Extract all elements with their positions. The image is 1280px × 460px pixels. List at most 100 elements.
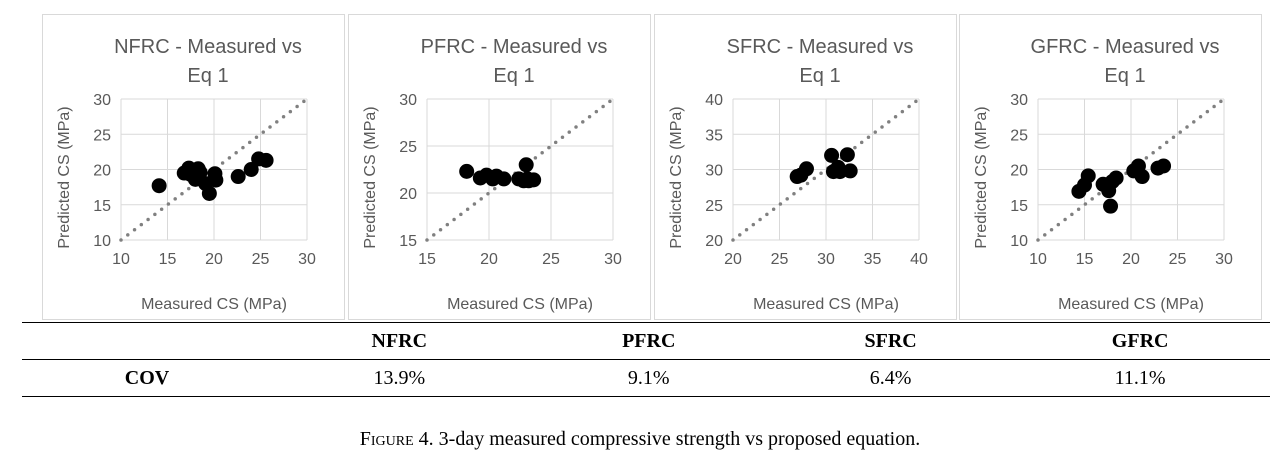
cov-value-sfrc: 6.4% — [770, 359, 1011, 397]
y-tick-label: 30 — [705, 163, 723, 180]
chart-title-line: Eq 1 — [1104, 65, 1145, 87]
chart-panel-sfrc: SFRC - Measured vs Eq 1 20 25 30 35 40 20 25 30 35… — [654, 14, 957, 320]
data-point — [1080, 168, 1096, 184]
data-point — [230, 169, 246, 185]
x-tick-label: 25 — [542, 251, 560, 268]
x-tick-label: 35 — [864, 251, 882, 268]
chart-title-line: Eq 1 — [187, 65, 228, 87]
cov-header-sfrc: SFRC — [770, 322, 1011, 360]
y-tick-label: 15 — [399, 233, 417, 250]
x-tick-label: 30 — [1215, 251, 1233, 268]
data-point — [1156, 158, 1172, 174]
x-tick-label: 40 — [910, 251, 928, 268]
cov-header-pfrc: PFRC — [526, 322, 771, 360]
y-tick-label: 20 — [93, 163, 111, 180]
x-axis-label: Measured CS (MPa) — [1058, 296, 1204, 313]
data-point — [496, 171, 512, 187]
x-tick-label: 25 — [1169, 251, 1187, 268]
y-tick-label: 25 — [399, 139, 417, 156]
y-tick-label: 25 — [1010, 127, 1028, 144]
y-axis-label: Predicted CS (MPa) — [362, 106, 379, 248]
y-tick-label: 10 — [93, 233, 111, 250]
chart-panel-pfrc: PFRC - Measured vs Eq 1 15 20 25 30 15 20 25 30 Me… — [348, 14, 651, 320]
data-point — [208, 172, 224, 188]
data-point — [798, 161, 814, 177]
data-point — [1134, 169, 1150, 185]
y-tick-label: 30 — [399, 92, 417, 109]
cov-value-gfrc: 11.1% — [1010, 359, 1270, 397]
cov-table-header-row: NFRC PFRC SFRC GFRC — [22, 322, 1270, 360]
chart-svg-sfrc: SFRC - Measured vs Eq 1 20 25 30 35 40 20 25 30 35… — [668, 36, 928, 313]
cov-table: NFRC PFRC SFRC GFRC COV 13.9% 9.1% 6.4% … — [22, 322, 1270, 397]
x-tick-label: 25 — [771, 251, 789, 268]
data-point — [201, 185, 217, 201]
y-tick-label: 25 — [705, 198, 723, 215]
chart-title-line: PFRC - Measured vs — [421, 36, 608, 58]
data-point — [839, 147, 855, 163]
x-tick-label: 15 — [159, 251, 177, 268]
data-point — [824, 147, 840, 163]
data-point — [518, 157, 534, 173]
figure-caption: Figure 4. 3-day measured compressive str… — [0, 428, 1280, 451]
chart-panel-nfrc: NFRC - Measured vs Eq 1 10 15 20 25 30 10 15 20 25… — [42, 14, 345, 320]
x-tick-label: 20 — [1122, 251, 1140, 268]
cov-table-corner — [22, 322, 272, 360]
y-tick-label: 30 — [93, 92, 111, 109]
x-tick-label: 25 — [252, 251, 270, 268]
y-axis-label: Predicted CS (MPa) — [973, 106, 990, 248]
y-tick-label: 20 — [399, 186, 417, 203]
x-tick-label: 30 — [298, 251, 316, 268]
x-tick-label: 10 — [112, 251, 130, 268]
x-tick-label: 30 — [817, 251, 835, 268]
x-tick-label: 30 — [604, 251, 622, 268]
chart-svg-gfrc: GFRC - Measured vs Eq 1 10 15 20 25 30 10 15 20 25… — [973, 36, 1233, 313]
data-point — [192, 164, 208, 180]
chart-title-line: GFRC - Measured vs — [1031, 36, 1220, 58]
x-axis-label: Measured CS (MPa) — [447, 296, 593, 313]
cov-header-gfrc: GFRC — [1010, 322, 1270, 360]
y-axis-label: Predicted CS (MPa) — [56, 106, 73, 248]
caption-text: 3-day measured compressive strength vs p… — [433, 428, 921, 450]
chart-title-line: Eq 1 — [493, 65, 534, 87]
x-tick-label: 20 — [724, 251, 742, 268]
reference-line — [731, 97, 921, 242]
y-tick-label: 35 — [705, 127, 723, 144]
cov-row-label: COV — [22, 359, 272, 397]
y-tick-label: 15 — [93, 198, 111, 215]
y-tick-label: 30 — [1010, 92, 1028, 109]
data-point — [842, 163, 858, 179]
chart-svg-nfrc: NFRC - Measured vs Eq 1 10 15 20 25 30 10 15 20 25… — [56, 36, 316, 313]
chart-title-line: NFRC - Measured vs — [114, 36, 302, 58]
x-tick-label: 15 — [1076, 251, 1094, 268]
data-point — [243, 162, 259, 177]
chart-title-line: SFRC - Measured vs — [727, 36, 914, 58]
x-tick-label: 15 — [418, 251, 436, 268]
x-tick-label: 20 — [205, 251, 223, 268]
chart-panel-gfrc: GFRC - Measured vs Eq 1 10 15 20 25 30 10 15 20 25… — [959, 14, 1262, 320]
y-tick-label: 10 — [1010, 233, 1028, 250]
data-point — [151, 178, 167, 194]
chart-svg-pfrc: PFRC - Measured vs Eq 1 15 20 25 30 15 20 25 30 Me… — [362, 36, 622, 313]
cov-value-pfrc: 9.1% — [526, 359, 771, 397]
data-point — [1103, 198, 1119, 214]
y-tick-label: 15 — [1010, 198, 1028, 215]
y-tick-label: 40 — [705, 92, 723, 109]
reference-line — [1036, 97, 1226, 242]
chart-panels: NFRC - Measured vs Eq 1 10 15 20 25 30 10 15 20 25… — [42, 14, 1262, 320]
y-tick-label: 25 — [93, 127, 111, 144]
cov-value-nfrc: 13.9% — [272, 359, 527, 397]
y-tick-label: 20 — [705, 233, 723, 250]
y-tick-label: 20 — [1010, 163, 1028, 180]
data-point — [526, 172, 542, 188]
cov-table-data-row: COV 13.9% 9.1% 6.4% 11.1% — [22, 359, 1270, 397]
x-axis-label: Measured CS (MPa) — [753, 296, 899, 313]
reference-line — [119, 97, 309, 242]
cov-header-nfrc: NFRC — [272, 322, 527, 360]
x-axis-label: Measured CS (MPa) — [141, 296, 287, 313]
reference-line — [425, 97, 615, 242]
data-point — [459, 163, 475, 179]
x-tick-label: 10 — [1029, 251, 1047, 268]
y-axis-label: Predicted CS (MPa) — [668, 106, 685, 248]
data-point — [1108, 170, 1124, 186]
chart-title-line: Eq 1 — [799, 65, 840, 87]
